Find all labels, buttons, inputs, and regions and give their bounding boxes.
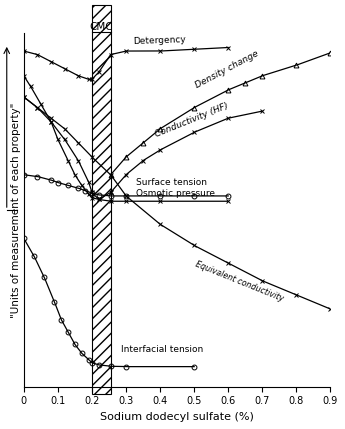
X-axis label: Sodium dodecyl sulfate (%): Sodium dodecyl sulfate (%) bbox=[100, 412, 254, 422]
Y-axis label: "Units of measurement of each property": "Units of measurement of each property" bbox=[11, 103, 21, 318]
Text: Osmotic pressure: Osmotic pressure bbox=[136, 189, 215, 198]
Text: Density change: Density change bbox=[194, 49, 260, 90]
Text: Equivalent conductivity: Equivalent conductivity bbox=[194, 260, 285, 303]
Text: Surface tension: Surface tension bbox=[136, 178, 207, 187]
Text: Detergency: Detergency bbox=[133, 35, 186, 46]
Text: Interfacial tension: Interfacial tension bbox=[121, 345, 203, 354]
Text: CMC: CMC bbox=[89, 21, 113, 32]
Text: Conductivity (HF): Conductivity (HF) bbox=[153, 102, 229, 139]
Bar bbox=[92, 5, 111, 394]
